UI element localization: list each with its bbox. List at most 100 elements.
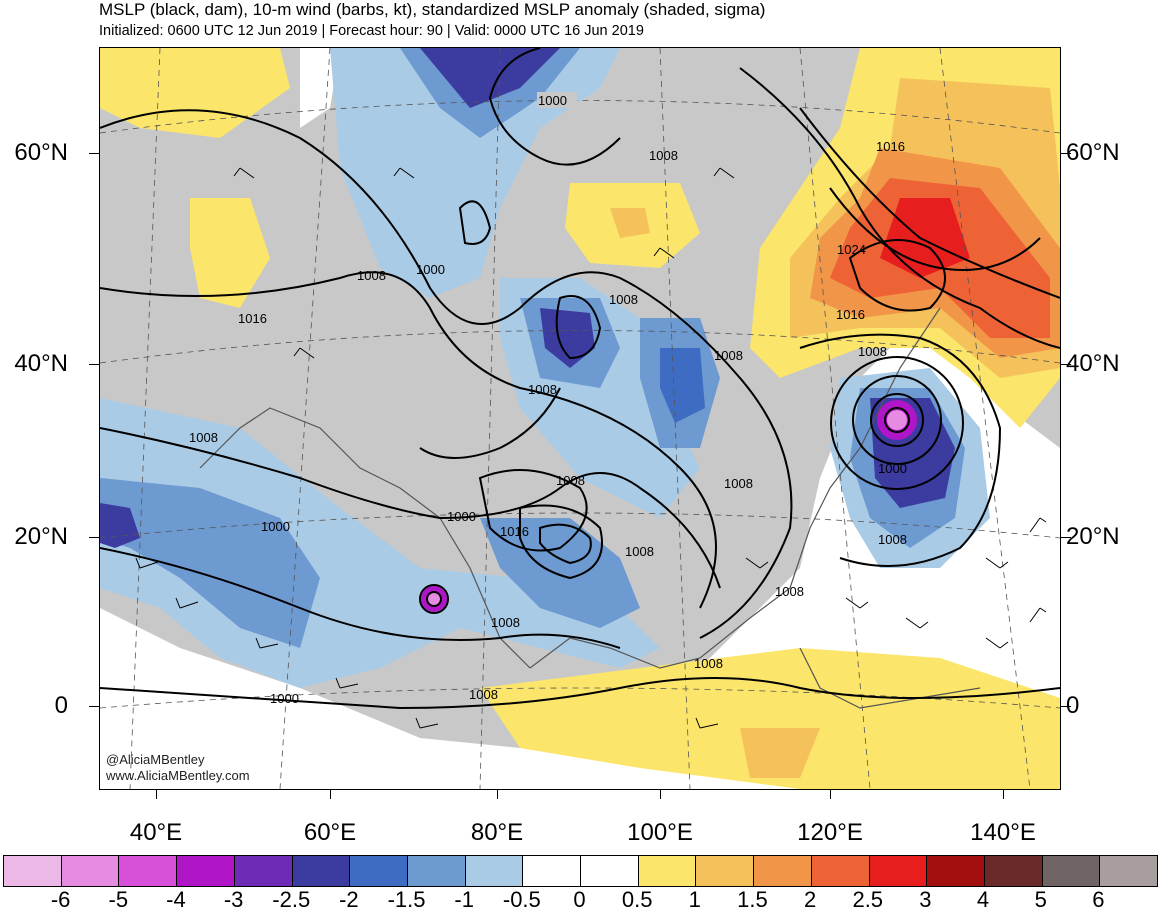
colorbar-label: -1.5: [387, 887, 426, 912]
colorbar: [3, 855, 1158, 887]
contour-label-1008-coast: 1008: [858, 344, 887, 359]
colorbar-segment: [754, 856, 812, 886]
anomaly-neg05-north: [330, 48, 620, 298]
contour-labels: 1000 1008 1008 1016 1008 1000 1008 1016 …: [189, 92, 907, 706]
ocean-region-north: [300, 48, 340, 128]
colorbar-segment: [350, 856, 408, 886]
mslp-contours: [100, 48, 1060, 710]
colorbar-label: 6: [1092, 887, 1105, 912]
anomaly-neg5-arabian-sea-eye: [428, 593, 440, 605]
credit-website: www.AliciaMBentley.com: [106, 768, 250, 783]
anomaly-pos05-south: [480, 648, 1060, 789]
lon-tick: [660, 789, 661, 799]
contour-label-1000-himalaya: 1000: [447, 509, 476, 524]
lon-label-140e: 140°E: [970, 819, 1036, 846]
map-canvas: 1000 1008 1008 1016 1008 1000 1008 1016 …: [100, 48, 1060, 789]
colorbar-segment: [177, 856, 235, 886]
colorbar-label: 5: [1034, 887, 1047, 912]
colorbar-label: 2: [803, 887, 817, 912]
colorbar-label: 4: [976, 887, 990, 912]
lat-tick-left: [89, 153, 99, 154]
lat-label-left-20n: 20°N: [14, 523, 68, 550]
colorbar-label: -0.5: [502, 887, 541, 912]
graticule: [100, 48, 1060, 789]
lat-label-right-0: 0: [1066, 692, 1080, 719]
anomaly-neg2-central: [540, 308, 595, 368]
colorbar-label: 2.5: [852, 887, 884, 912]
lon-tick: [1003, 789, 1004, 799]
chart-title: MSLP (black, dam), 10-m wind (barbs, kt)…: [99, 0, 766, 19]
colorbar-label: 1.5: [737, 887, 768, 912]
lat-label-left-60n: 60°N: [14, 139, 68, 166]
contour-label-1008-equator: 1008: [469, 687, 498, 702]
contour-label-1016-east: 1016: [836, 307, 865, 322]
colorbar-segment: [984, 856, 1043, 886]
anomaly-neg15-east: [660, 348, 705, 423]
contour-label-1008-north: 1008: [649, 148, 678, 163]
anomaly-pos05-northwest: [100, 48, 290, 138]
lon-label-100e: 100°E: [627, 819, 693, 846]
contour-label-1008-mideast: 1008: [189, 430, 218, 445]
lat-tick-right: [1061, 537, 1071, 538]
contour-label-1000-typhoon: 1000: [878, 461, 907, 476]
lon-tick: [156, 789, 157, 799]
colorbar-segment: [1042, 856, 1101, 886]
lon-tick: [830, 789, 831, 799]
colorbar-segment: [119, 856, 178, 886]
anomaly-neg2-west: [100, 503, 140, 548]
lat-label-left-40n: 40°N: [14, 350, 68, 377]
lon-tick: [330, 789, 331, 799]
lat-label-right-20n: 20°N: [1066, 523, 1120, 550]
colorbar-label: 0: [573, 887, 586, 912]
lat-tick-left: [89, 537, 99, 538]
colorbar-label: 3: [919, 887, 932, 912]
contour-label-1000-north: 1000: [538, 93, 567, 108]
contour-label-1000-arabia: 1000: [261, 519, 290, 534]
colorbar-segment: [465, 856, 524, 886]
colorbar-segment: [581, 856, 639, 886]
lat-tick-left: [89, 364, 99, 365]
anomaly-pos1-siberia: [610, 208, 650, 238]
anomaly-neg2-north: [420, 48, 560, 108]
colorbar-segment: [1100, 856, 1158, 886]
colorbar-label: 1: [688, 887, 701, 912]
lon-label-60e: 60°E: [303, 819, 357, 846]
colorbar-segment: [407, 856, 466, 886]
lon-tick: [497, 789, 498, 799]
contour-label-1000-central: 1000: [416, 262, 445, 277]
colorbar-segment: [4, 856, 62, 886]
anomaly-pos05-west: [190, 198, 270, 308]
wind-barbs: [135, 167, 1047, 729]
colorbar-segment: [927, 856, 985, 886]
contour-label-1024: 1024: [837, 242, 866, 257]
colorbar-segment: [869, 856, 928, 886]
lon-label-80e: 80°E: [470, 819, 524, 846]
colorbar-segment: [811, 856, 870, 886]
contour-label-1008-taiwan: 1008: [724, 476, 753, 491]
anomaly-neg1-india: [480, 518, 640, 628]
colorbar-segment: [523, 856, 582, 886]
anomaly-neg5-typhoon-eye: [887, 410, 907, 430]
contour-label-1008-scs: 1008: [775, 584, 804, 599]
chart-subtitle: Initialized: 0600 UTC 12 Jun 2019 | Fore…: [99, 23, 644, 39]
contour-label-1008-west: 1008: [357, 268, 386, 283]
lon-label-120e: 120°E: [797, 819, 863, 846]
coastlines: [199, 307, 981, 709]
contour-label-1008-typhoon: 1008: [878, 532, 907, 547]
colorbar-label: -1: [454, 887, 474, 912]
contour-label-1008-tibet: 1008: [528, 382, 557, 397]
colorbar-segment: [292, 856, 351, 886]
contour-label-1008-indochina: 1008: [694, 656, 723, 671]
lat-tick-right: [1061, 706, 1071, 707]
colorbar-segment: [696, 856, 755, 886]
contour-label-1016-himalaya: 1016: [500, 524, 529, 539]
lon-label-40e: 40°E: [129, 819, 183, 846]
colorbar-label: -2: [339, 887, 359, 912]
anomaly-pos1-south: [740, 728, 820, 778]
colorbar-label: 0.5: [621, 887, 653, 912]
colorbar-label: -3: [223, 887, 244, 912]
colorbar-segment: [638, 856, 697, 886]
colorbar-label: -6: [50, 887, 71, 912]
colorbar-label: -5: [108, 887, 129, 912]
contour-label-1016-west: 1016: [238, 311, 267, 326]
